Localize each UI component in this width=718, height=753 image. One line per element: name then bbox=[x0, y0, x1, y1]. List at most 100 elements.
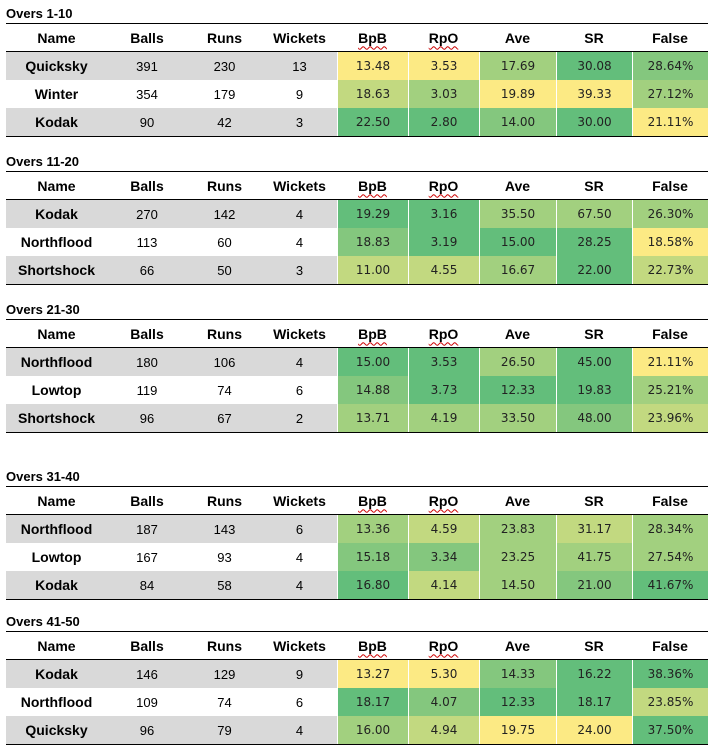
stat-cell-balls: 119 bbox=[107, 376, 187, 404]
column-header: Ave bbox=[479, 172, 556, 199]
stat-cell-sr: 18.17 bbox=[556, 688, 632, 716]
column-header: BpB bbox=[337, 172, 408, 199]
stat-cell-wickets: 4 bbox=[262, 228, 337, 256]
table-row: Quicksky 391 230 13 13.48 3.53 17.69 30.08 28.64… bbox=[6, 52, 708, 80]
column-header-label: Runs bbox=[207, 29, 242, 46]
stat-cell-wickets: 4 bbox=[262, 571, 337, 599]
stat-cell-rpo: 3.73 bbox=[408, 376, 479, 404]
stat-cell-rpo: 3.19 bbox=[408, 228, 479, 256]
section-overs-31-40: Overs 31-40 Name Balls Runs Wickets BpB RpO Av… bbox=[6, 469, 708, 600]
stat-cell-bpb: 18.83 bbox=[337, 228, 408, 256]
stat-cell-wickets: 3 bbox=[262, 108, 337, 136]
stat-cell-runs: 58 bbox=[187, 571, 262, 599]
player-name-cell: Lowtop bbox=[6, 543, 107, 571]
stat-cell-runs: 230 bbox=[187, 52, 262, 80]
column-header: Runs bbox=[187, 487, 262, 514]
stat-cell-sr: 67.50 bbox=[556, 200, 632, 228]
column-header: Wickets bbox=[262, 172, 337, 199]
column-header-label: Runs bbox=[207, 492, 242, 509]
stat-cell-false: 23.85% bbox=[632, 688, 708, 716]
stat-cell-ave: 14.33 bbox=[479, 660, 556, 688]
column-header: RpO bbox=[408, 487, 479, 514]
column-header: Runs bbox=[187, 172, 262, 199]
column-header: RpO bbox=[408, 172, 479, 199]
column-header: Wickets bbox=[262, 320, 337, 347]
table-header-row: Name Balls Runs Wickets BpB RpO Ave SR False bbox=[6, 632, 708, 660]
column-header-label: False bbox=[652, 637, 688, 654]
stat-cell-sr: 24.00 bbox=[556, 716, 632, 744]
stat-cell-sr: 48.00 bbox=[556, 404, 632, 432]
column-header: Ave bbox=[479, 487, 556, 514]
table-row: Kodak 84 58 4 16.80 4.14 14.50 21.00 41.67% bbox=[6, 571, 708, 599]
column-header-label: Name bbox=[37, 492, 76, 509]
stats-table: Name Balls Runs Wickets BpB RpO Ave SR False Quic… bbox=[6, 23, 708, 137]
stat-cell-false: 23.96% bbox=[632, 404, 708, 432]
column-header: SR bbox=[556, 487, 632, 514]
stat-cell-sr: 22.00 bbox=[556, 256, 632, 284]
table-row: Lowtop 119 74 6 14.88 3.73 12.33 19.83 25.21% bbox=[6, 376, 708, 404]
stat-cell-ave: 19.89 bbox=[479, 80, 556, 108]
stat-cell-sr: 39.33 bbox=[556, 80, 632, 108]
column-header-label: Balls bbox=[130, 177, 164, 194]
player-name-cell: Kodak bbox=[6, 571, 107, 599]
stats-table: Name Balls Runs Wickets BpB RpO Ave SR False Koda… bbox=[6, 171, 708, 285]
stat-cell-wickets: 6 bbox=[262, 688, 337, 716]
stat-cell-sr: 30.00 bbox=[556, 108, 632, 136]
stat-cell-wickets: 4 bbox=[262, 348, 337, 376]
stat-cell-ave: 14.50 bbox=[479, 571, 556, 599]
stat-cell-runs: 93 bbox=[187, 543, 262, 571]
stat-cell-balls: 96 bbox=[107, 716, 187, 744]
column-header-label: BpB bbox=[358, 637, 387, 654]
column-header: Balls bbox=[107, 632, 187, 659]
column-header-label: False bbox=[652, 492, 688, 509]
stat-cell-false: 18.58% bbox=[632, 228, 708, 256]
column-header: SR bbox=[556, 320, 632, 347]
stat-cell-sr: 30.08 bbox=[556, 52, 632, 80]
column-header-label: Wickets bbox=[273, 492, 326, 509]
stat-cell-ave: 19.75 bbox=[479, 716, 556, 744]
table-row: Winter 354 179 9 18.63 3.03 19.89 39.33 27.12% bbox=[6, 80, 708, 108]
column-header: RpO bbox=[408, 632, 479, 659]
stats-table: Name Balls Runs Wickets BpB RpO Ave SR False Nort… bbox=[6, 486, 708, 600]
player-name-cell: Shortshock bbox=[6, 256, 107, 284]
column-header-label: BpB bbox=[358, 177, 387, 194]
column-header: Runs bbox=[187, 632, 262, 659]
stat-cell-runs: 129 bbox=[187, 660, 262, 688]
column-header-label: Wickets bbox=[273, 325, 326, 342]
column-header-label: RpO bbox=[428, 637, 459, 654]
stat-cell-ave: 35.50 bbox=[479, 200, 556, 228]
column-header-label: BpB bbox=[358, 492, 387, 509]
table-header-row: Name Balls Runs Wickets BpB RpO Ave SR False bbox=[6, 487, 708, 515]
stat-cell-ave: 23.83 bbox=[479, 515, 556, 543]
column-header: RpO bbox=[408, 320, 479, 347]
stat-cell-bpb: 13.27 bbox=[337, 660, 408, 688]
stat-cell-sr: 31.17 bbox=[556, 515, 632, 543]
stat-cell-bpb: 16.00 bbox=[337, 716, 408, 744]
column-header-label: SR bbox=[584, 29, 604, 46]
column-header: False bbox=[632, 172, 708, 199]
column-header-label: Balls bbox=[130, 637, 164, 654]
stat-cell-balls: 180 bbox=[107, 348, 187, 376]
column-header-label: False bbox=[652, 29, 688, 46]
stat-cell-sr: 21.00 bbox=[556, 571, 632, 599]
section-overs-41-50: Overs 41-50 Name Balls Runs Wickets BpB RpO Av… bbox=[6, 614, 708, 745]
stat-cell-rpo: 5.30 bbox=[408, 660, 479, 688]
stat-cell-wickets: 4 bbox=[262, 543, 337, 571]
stat-cell-bpb: 14.88 bbox=[337, 376, 408, 404]
stat-cell-bpb: 18.63 bbox=[337, 80, 408, 108]
column-header-label: False bbox=[652, 325, 688, 342]
stat-cell-sr: 28.25 bbox=[556, 228, 632, 256]
section-title: Overs 21-30 bbox=[6, 302, 80, 317]
column-header-label: SR bbox=[584, 325, 604, 342]
column-header-label: Runs bbox=[207, 325, 242, 342]
stat-cell-false: 21.11% bbox=[632, 108, 708, 136]
column-header: False bbox=[632, 24, 708, 51]
column-header-label: Ave bbox=[504, 29, 531, 46]
column-header-label: Balls bbox=[130, 29, 164, 46]
column-header: Name bbox=[6, 632, 107, 659]
stat-cell-balls: 113 bbox=[107, 228, 187, 256]
column-header-label: Name bbox=[37, 29, 76, 46]
stat-cell-ave: 17.69 bbox=[479, 52, 556, 80]
stat-cell-bpb: 15.18 bbox=[337, 543, 408, 571]
column-header-label: Name bbox=[37, 325, 76, 342]
